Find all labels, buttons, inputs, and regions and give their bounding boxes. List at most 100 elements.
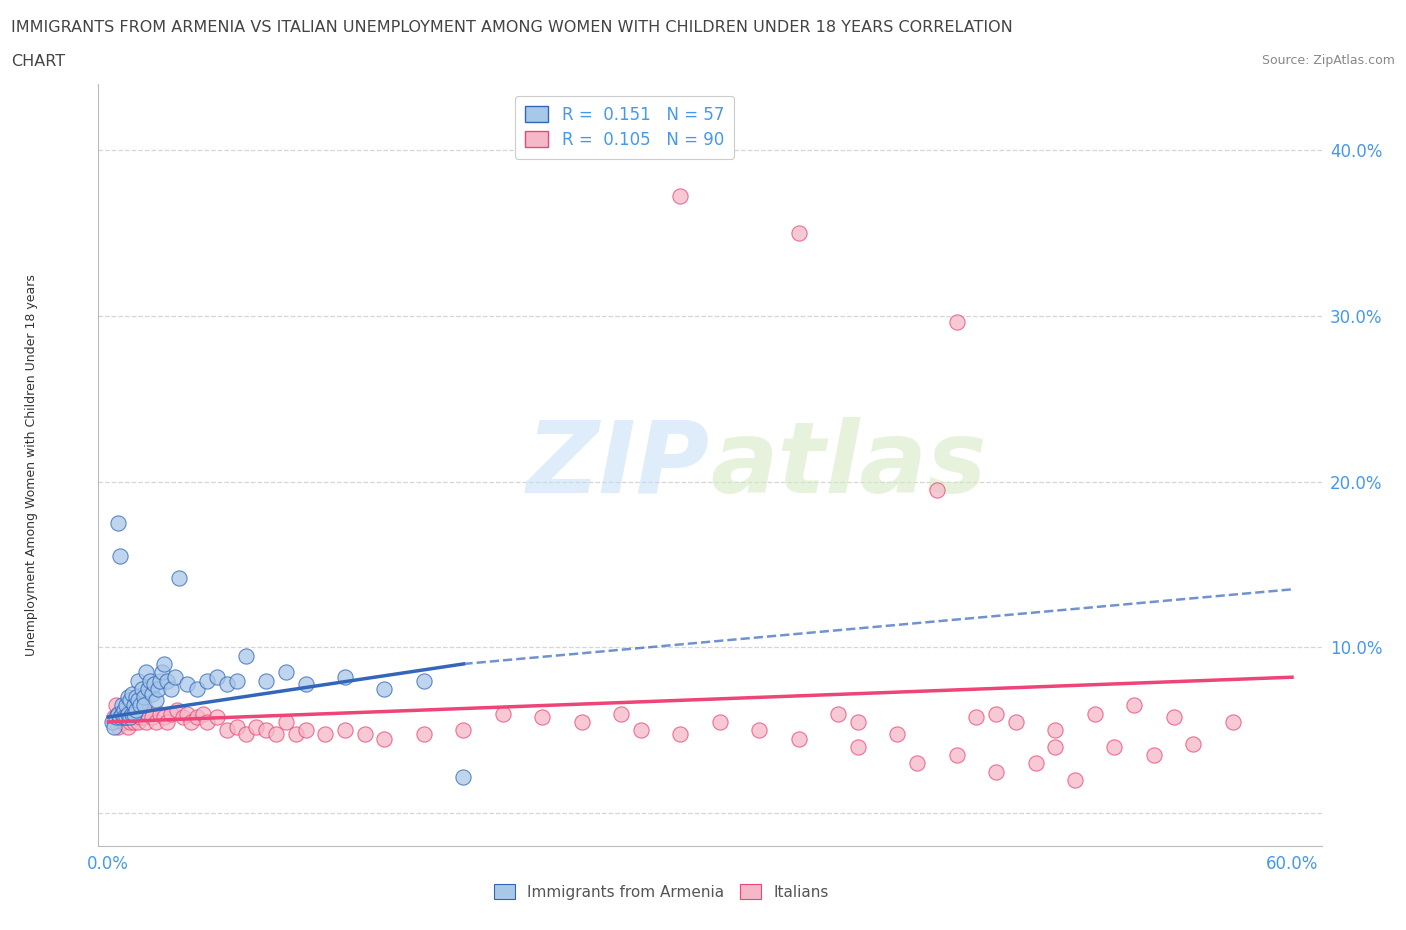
Point	[131, 703, 153, 718]
Point	[121, 706, 143, 721]
Point	[787, 731, 810, 746]
Point	[264, 726, 287, 741]
Point	[121, 686, 143, 701]
Legend: Immigrants from Armenia, Italians: Immigrants from Armenia, Italians	[486, 876, 837, 908]
Point	[128, 698, 150, 712]
Point	[172, 710, 194, 724]
Point	[118, 693, 141, 708]
Point	[125, 703, 148, 718]
Point	[846, 714, 869, 729]
Point	[115, 710, 138, 724]
Point	[107, 515, 129, 530]
Point	[135, 665, 157, 680]
Point	[112, 710, 135, 724]
Point	[122, 698, 145, 712]
Point	[215, 676, 238, 691]
Point	[145, 714, 167, 729]
Point	[205, 670, 228, 684]
Point	[121, 703, 143, 718]
Point	[160, 706, 183, 721]
Point	[186, 710, 208, 724]
Point	[205, 710, 228, 724]
Text: IMMIGRANTS FROM ARMENIA VS ITALIAN UNEMPLOYMENT AMONG WOMEN WITH CHILDREN UNDER : IMMIGRANTS FROM ARMENIA VS ITALIAN UNEMP…	[11, 20, 1012, 35]
Point	[150, 665, 173, 680]
Point	[156, 673, 179, 688]
Text: CHART: CHART	[11, 54, 65, 69]
Point	[333, 723, 356, 737]
Point	[107, 706, 129, 721]
Point	[945, 748, 967, 763]
Point	[122, 706, 145, 721]
Point	[112, 703, 135, 718]
Point	[128, 710, 150, 724]
Point	[146, 682, 169, 697]
Point	[373, 682, 395, 697]
Point	[132, 710, 155, 724]
Point	[669, 189, 692, 204]
Point	[142, 676, 165, 691]
Point	[1004, 714, 1026, 729]
Point	[610, 706, 633, 721]
Point	[846, 739, 869, 754]
Point	[152, 657, 174, 671]
Point	[1143, 748, 1166, 763]
Point	[132, 698, 155, 712]
Point	[413, 726, 436, 741]
Point	[492, 706, 515, 721]
Point	[274, 665, 297, 680]
Point	[169, 570, 191, 585]
Point	[127, 673, 149, 688]
Point	[1064, 773, 1087, 788]
Point	[122, 714, 145, 729]
Text: ZIP: ZIP	[527, 417, 710, 513]
Point	[984, 706, 1007, 721]
Point	[166, 703, 188, 718]
Point	[274, 714, 297, 729]
Point	[149, 673, 172, 688]
Point	[125, 710, 148, 724]
Point	[145, 693, 167, 708]
Text: Unemployment Among Women with Children Under 18 years: Unemployment Among Women with Children U…	[25, 274, 38, 656]
Point	[669, 726, 692, 741]
Point	[141, 686, 163, 701]
Point	[186, 682, 208, 697]
Point	[107, 706, 129, 721]
Point	[156, 714, 179, 729]
Point	[112, 703, 135, 718]
Point	[1045, 723, 1067, 737]
Point	[111, 706, 134, 721]
Point	[413, 673, 436, 688]
Point	[245, 720, 267, 735]
Point	[195, 714, 218, 729]
Point	[284, 726, 307, 741]
Point	[254, 673, 277, 688]
Point	[945, 315, 967, 330]
Point	[1182, 736, 1205, 751]
Point	[115, 698, 138, 712]
Point	[118, 706, 141, 721]
Point	[131, 682, 153, 697]
Point	[787, 225, 810, 240]
Point	[117, 720, 139, 735]
Point	[117, 690, 139, 705]
Point	[195, 673, 218, 688]
Point	[1025, 756, 1047, 771]
Point	[180, 714, 202, 729]
Point	[965, 710, 987, 724]
Point	[1163, 710, 1185, 724]
Point	[925, 483, 948, 498]
Point	[630, 723, 652, 737]
Point	[115, 706, 138, 721]
Point	[103, 710, 125, 724]
Point	[984, 764, 1007, 779]
Point	[125, 690, 148, 705]
Point	[191, 706, 214, 721]
Point	[235, 648, 257, 663]
Point	[108, 710, 131, 724]
Point	[886, 726, 908, 741]
Point	[333, 670, 356, 684]
Point	[127, 706, 149, 721]
Point	[136, 682, 159, 697]
Point	[314, 726, 336, 741]
Point	[105, 710, 128, 724]
